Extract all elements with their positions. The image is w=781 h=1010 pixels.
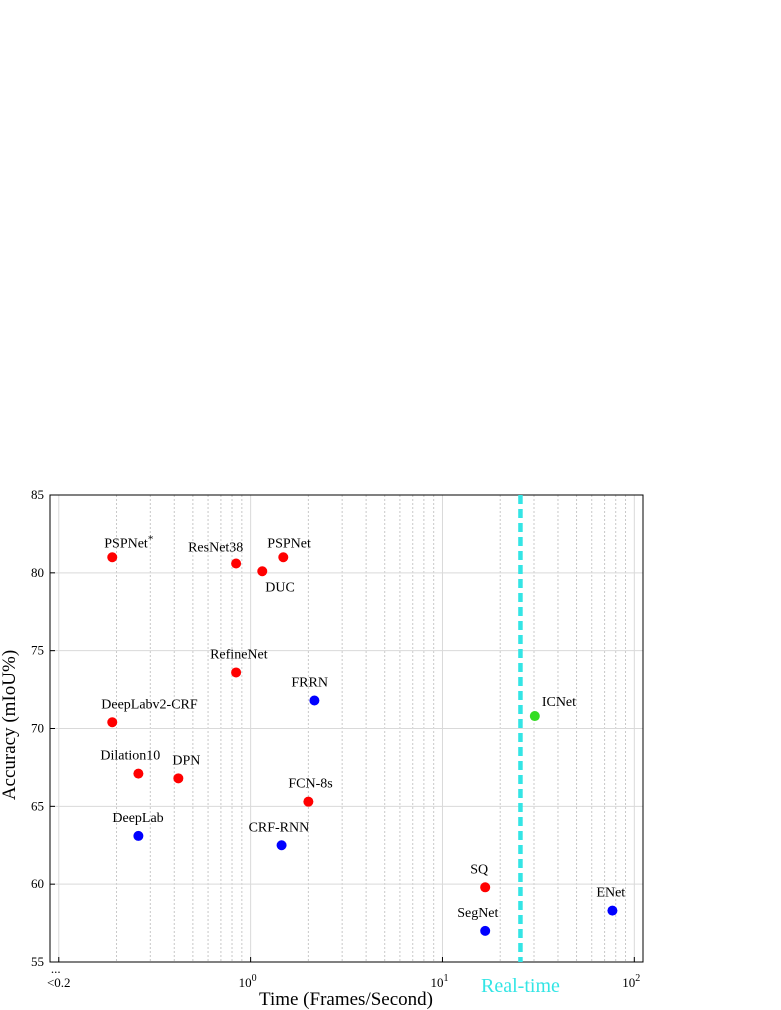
data-point bbox=[607, 905, 618, 916]
data-label: PSPNet* bbox=[104, 533, 153, 551]
y-tick-label: 85 bbox=[31, 487, 44, 502]
data-label: DPN bbox=[172, 753, 200, 768]
y-tick-label: 60 bbox=[31, 876, 44, 891]
data-label: FCN-8s bbox=[288, 777, 332, 792]
x-tick-label: 101 bbox=[430, 973, 448, 990]
x-tick-label: 102 bbox=[622, 973, 640, 990]
major-grid bbox=[50, 494, 643, 963]
x-axis-ticks: ...<0.2 100 101 102 bbox=[47, 957, 640, 990]
data-label: SQ bbox=[470, 862, 488, 877]
data-label: DeepLab bbox=[112, 811, 163, 826]
y-tick-label: 65 bbox=[31, 798, 44, 813]
data-point bbox=[480, 925, 491, 936]
data-point bbox=[276, 840, 287, 851]
data-point bbox=[133, 830, 144, 841]
x-tick-exponent: 0 bbox=[252, 973, 257, 984]
y-tick-label: 80 bbox=[31, 565, 44, 580]
data-label: DUC bbox=[265, 580, 295, 595]
data-point bbox=[231, 558, 242, 569]
data-point bbox=[231, 667, 242, 678]
data-point bbox=[309, 695, 320, 706]
data-point bbox=[278, 552, 289, 563]
data-point bbox=[303, 796, 314, 807]
data-label: SegNet bbox=[457, 906, 498, 921]
data-label-superscript: * bbox=[148, 533, 154, 545]
data-label: PSPNet bbox=[267, 536, 311, 551]
data-point bbox=[107, 552, 118, 563]
realtime-label: Real-time bbox=[481, 975, 560, 997]
data-point bbox=[257, 566, 268, 577]
data-label: DeepLabv2-CRF bbox=[101, 697, 198, 712]
data-point bbox=[107, 717, 118, 728]
x-tick-exponent: 2 bbox=[635, 973, 640, 984]
data-point bbox=[173, 773, 184, 784]
y-tick-label: 55 bbox=[31, 954, 44, 969]
data-label: RefineNet bbox=[210, 647, 268, 662]
y-axis-label: Accuracy (mIoU%) bbox=[0, 650, 20, 800]
data-label: ENet bbox=[596, 886, 625, 901]
x-tick-prefix: ... bbox=[51, 961, 61, 976]
data-label: ICNet bbox=[542, 695, 576, 710]
data-label: ResNet38 bbox=[188, 540, 243, 555]
data-points: PSPNet* ResNet38 DUC PSPNet RefineNet FRRN Dee… bbox=[100, 533, 625, 936]
y-tick-label: 70 bbox=[31, 721, 44, 736]
y-axis-ticks: 55 60 65 70 75 80 85 bbox=[31, 487, 55, 969]
data-label: CRF-RNN bbox=[249, 820, 310, 835]
y-tick-label: 75 bbox=[31, 643, 44, 658]
x-tick-label: <0.2 bbox=[47, 975, 71, 990]
x-tick-label: 100 bbox=[239, 973, 257, 990]
data-label: FRRN bbox=[291, 675, 328, 690]
data-point bbox=[133, 768, 144, 779]
data-label: Dilation10 bbox=[100, 749, 160, 764]
data-point bbox=[480, 882, 491, 893]
x-tick-exponent: 1 bbox=[443, 973, 448, 984]
x-axis-label: Time (Frames/Second) bbox=[259, 989, 433, 1010]
data-point bbox=[529, 711, 540, 722]
